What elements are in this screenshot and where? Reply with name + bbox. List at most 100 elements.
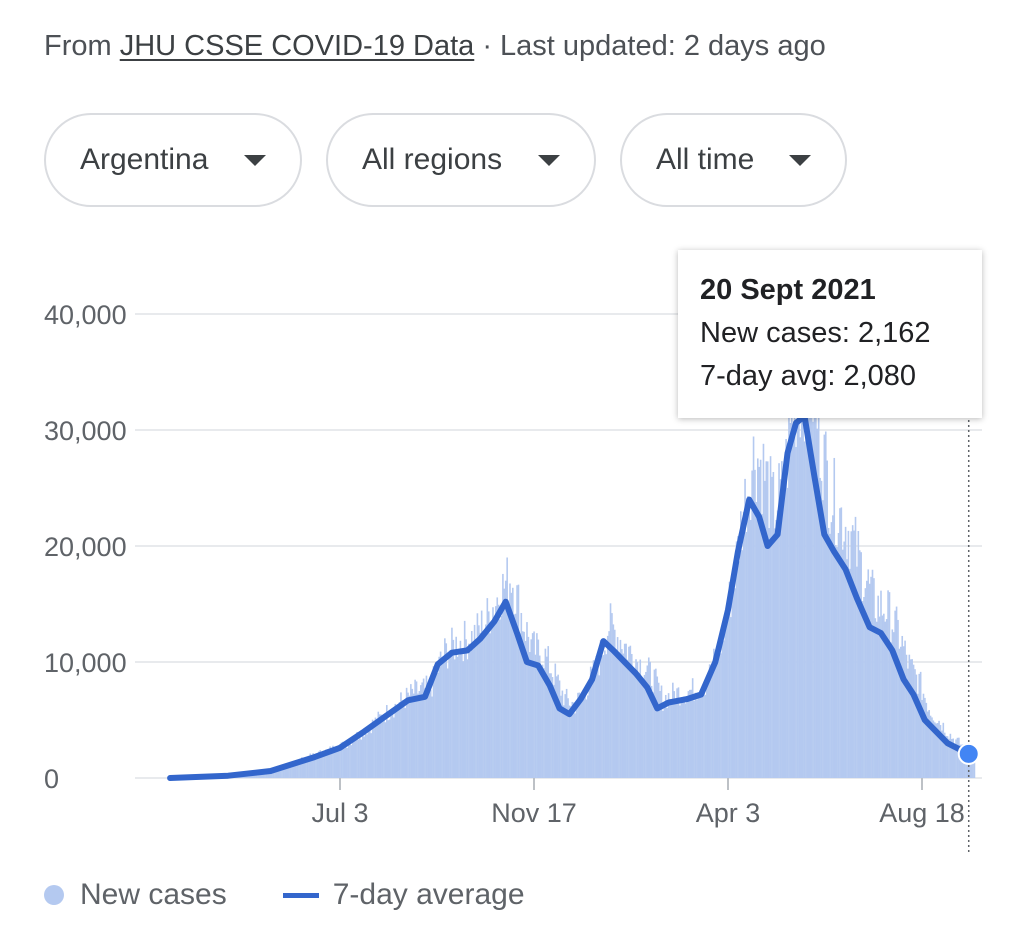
new-cases-bar xyxy=(506,557,508,778)
new-cases-bar xyxy=(856,566,858,778)
new-cases-bar xyxy=(458,655,460,778)
new-cases-bar xyxy=(584,693,586,778)
new-cases-bar xyxy=(640,679,643,778)
new-cases-bar xyxy=(778,463,780,778)
new-cases-bar xyxy=(949,733,952,778)
new-cases-bar xyxy=(768,528,770,778)
time-range-dropdown[interactable]: All time xyxy=(620,113,847,207)
new-cases-bar xyxy=(367,727,370,778)
new-cases-bar xyxy=(929,715,932,778)
new-cases-bar xyxy=(405,687,408,778)
new-cases-bar xyxy=(344,744,347,778)
new-cases-bar xyxy=(863,596,865,778)
new-cases-bar xyxy=(880,590,882,778)
new-cases-bar xyxy=(455,636,457,778)
new-cases-bar xyxy=(864,588,867,778)
new-cases-bar xyxy=(482,639,484,778)
region-label: All regions xyxy=(362,143,503,176)
new-cases-bar xyxy=(752,436,755,778)
new-cases-bar xyxy=(747,496,749,778)
new-cases-bar xyxy=(918,673,921,778)
new-cases-bar xyxy=(431,696,433,778)
new-cases-bar xyxy=(621,649,623,778)
new-cases-bar xyxy=(609,603,612,778)
new-cases-bar xyxy=(472,648,474,778)
new-cases-bar xyxy=(496,597,499,778)
new-cases-bar xyxy=(504,580,507,778)
new-cases-bar xyxy=(550,673,552,778)
new-cases-bar xyxy=(516,585,518,778)
new-cases-bar xyxy=(881,615,884,778)
new-cases-bar xyxy=(667,693,670,778)
new-cases-bar xyxy=(299,761,302,778)
new-cases-bar xyxy=(444,638,446,778)
new-cases-bar xyxy=(486,598,489,778)
new-cases-bar xyxy=(796,401,799,778)
new-cases-bar xyxy=(527,636,530,778)
new-cases-bar xyxy=(361,729,364,778)
new-cases-bar xyxy=(824,431,827,778)
new-cases-bar xyxy=(417,693,419,778)
new-cases-bar xyxy=(451,627,453,778)
new-cases-bar xyxy=(955,739,957,778)
new-cases-bar xyxy=(858,550,861,778)
new-cases-bar xyxy=(766,461,769,778)
new-cases-bar xyxy=(616,637,619,778)
new-cases-bar xyxy=(638,679,640,778)
new-cases-bar xyxy=(575,705,578,778)
new-cases-bar xyxy=(776,510,779,778)
new-cases-bar xyxy=(432,666,435,778)
new-cases-bar xyxy=(574,713,576,778)
new-cases-bar xyxy=(902,646,905,778)
new-cases-bar xyxy=(333,751,336,778)
new-cases-bar xyxy=(594,672,596,778)
new-cases-bar xyxy=(468,643,470,778)
new-cases-bar xyxy=(558,680,561,778)
new-cases-bar xyxy=(490,626,493,778)
new-cases-bar xyxy=(633,675,636,778)
new-cases-bar xyxy=(544,648,547,778)
region-dropdown[interactable]: All regions xyxy=(326,113,596,207)
new-cases-bar xyxy=(425,675,428,778)
chart-legend: New cases 7-day average xyxy=(44,878,525,912)
new-cases-bar xyxy=(827,527,830,778)
new-cases-bar xyxy=(445,643,448,778)
new-cases-bar xyxy=(681,702,684,778)
avg-legend-swatch xyxy=(282,892,319,898)
new-cases-bar xyxy=(582,689,585,778)
new-cases-bar xyxy=(469,652,472,778)
new-cases-bar xyxy=(598,675,601,778)
new-cases-bar xyxy=(436,672,439,778)
new-cases-bar xyxy=(606,635,609,778)
new-cases-bar xyxy=(555,676,558,778)
new-cases-bar xyxy=(781,461,783,778)
new-cases-bar xyxy=(577,692,579,778)
country-dropdown[interactable]: Argentina xyxy=(44,113,302,207)
new-cases-bar xyxy=(934,722,936,778)
new-cases-bar xyxy=(519,633,521,778)
new-cases-bar xyxy=(875,621,878,778)
new-cases-bar xyxy=(271,770,273,778)
new-cases-bar xyxy=(295,762,297,778)
new-cases-bar xyxy=(786,487,789,778)
new-cases-bar xyxy=(323,754,326,778)
new-cases-bar xyxy=(914,669,916,778)
tooltip-date: 20 Sept 2021 xyxy=(700,274,876,306)
new-cases-bar xyxy=(514,613,517,778)
new-cases-bar xyxy=(919,671,922,778)
new-cases-bar xyxy=(941,730,943,778)
new-cases-bar xyxy=(707,684,710,778)
new-cases-bar xyxy=(730,617,732,778)
new-cases-bar xyxy=(327,748,330,778)
new-cases-bar xyxy=(288,764,290,778)
new-cases-bar xyxy=(380,714,382,778)
new-cases-bar xyxy=(473,624,476,778)
new-cases-bar xyxy=(734,588,736,778)
new-cases-bar xyxy=(727,610,729,778)
dropdown-caret-icon xyxy=(538,154,560,166)
new-cases-bar xyxy=(619,639,622,778)
new-cases-bar xyxy=(441,657,443,778)
source-link[interactable]: JHU CSSE COVID-19 Data xyxy=(119,30,475,62)
new-cases-bar xyxy=(615,653,617,778)
